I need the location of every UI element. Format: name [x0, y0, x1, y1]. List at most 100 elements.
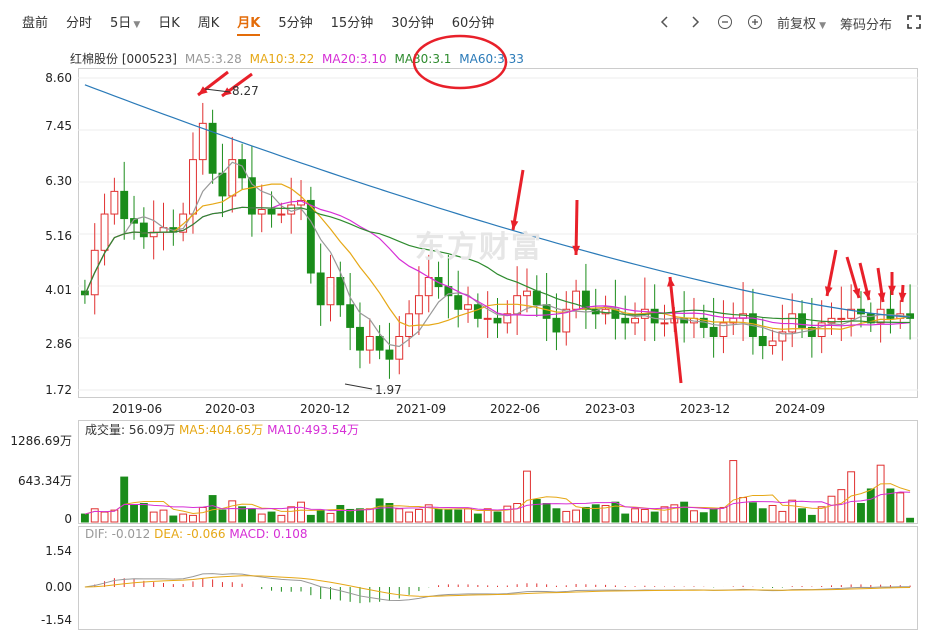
y-tick: 5.16: [45, 229, 72, 243]
volume-bar-down: [444, 509, 453, 523]
candle-up: [424, 277, 433, 297]
y-tick: 8.60: [45, 71, 72, 85]
candle-up: [719, 322, 728, 337]
volume-bar-up: [523, 470, 531, 523]
volume-bar-up: [729, 460, 738, 523]
volume-bar-down: [208, 495, 217, 523]
fuquan-dropdown[interactable]: 前复权 ▼: [777, 15, 826, 36]
macd-legend: DIF: -0.012 DEA: -0.066 MACD: 0.108: [85, 527, 308, 541]
candle-down: [238, 159, 247, 179]
candle-up: [257, 209, 266, 215]
volume-bar-down: [798, 508, 806, 523]
volume-bar-down: [454, 509, 463, 523]
annotation-arrow-head: [888, 285, 896, 295]
y-tick: 6.30: [45, 174, 72, 188]
candle-down: [267, 209, 276, 215]
candle-down: [493, 317, 502, 324]
ma60-line: [84, 84, 911, 318]
volume-bar-up: [297, 501, 305, 523]
candle-up: [572, 290, 581, 310]
volume-ma5-label: MA5:404.65万: [179, 423, 264, 437]
volume-bar-down: [581, 506, 590, 523]
chart-tools: 前复权 ▼ 筹码分布: [643, 14, 922, 37]
candle-up: [503, 313, 512, 324]
volume-bar-down: [218, 509, 227, 523]
tab-5min[interactable]: 5分钟: [278, 16, 313, 31]
volume-bar-down: [699, 512, 708, 523]
volume-bar-down: [886, 488, 895, 523]
volume-bar-up: [277, 514, 286, 523]
candle-down: [650, 308, 659, 324]
ma20-label: MA20:3.10: [322, 52, 387, 66]
zoom-in-button[interactable]: [747, 14, 763, 37]
prev-button[interactable]: [657, 14, 673, 37]
volume-bar-up: [640, 508, 649, 523]
volume-bar-down: [169, 515, 178, 523]
candle-up: [827, 317, 836, 324]
volume-y-tick: 643.34万: [18, 474, 72, 488]
tab-premarket[interactable]: 盘前: [22, 16, 49, 31]
volume-bar-up: [719, 506, 728, 523]
candle-up: [778, 331, 787, 342]
volume-bar-up: [562, 510, 571, 523]
candle-down: [886, 308, 895, 319]
tab-5day-wrap[interactable]: 5日 ▼: [110, 14, 140, 36]
annotation-arrow-head: [863, 290, 871, 300]
annotation-arrow-head: [667, 277, 675, 287]
volume-bar-down: [552, 508, 561, 523]
candle-down: [247, 177, 256, 215]
dif-label: DIF: -0.012: [85, 527, 151, 541]
candle-down: [316, 272, 325, 306]
candle-up: [837, 317, 846, 320]
volume-label: 成交量: 56.09万: [85, 423, 176, 437]
volume-bar-down: [247, 508, 256, 523]
tab-intraday[interactable]: 分时: [66, 16, 93, 31]
volume-bar-down: [434, 508, 443, 523]
zoom-out-button[interactable]: [717, 14, 733, 37]
tab-monthly-k[interactable]: 月K: [237, 14, 261, 36]
macd-label: MACD: 0.108: [229, 527, 308, 541]
candle-up: [876, 308, 885, 324]
next-button[interactable]: [687, 14, 703, 37]
tab-30min[interactable]: 30分钟: [391, 16, 434, 31]
annotation-arrow-head: [572, 245, 581, 255]
volume-bar-down: [532, 499, 541, 523]
volume-bar-up: [90, 508, 99, 523]
volume-bar-down: [748, 502, 757, 523]
volume-bar-down: [80, 513, 89, 523]
tab-60min[interactable]: 60分钟: [451, 16, 495, 31]
volume-panel[interactable]: [78, 420, 918, 524]
candle-up: [483, 317, 492, 320]
period-tabs: 盘前 分时 5日 ▼ 日K 周K 月K 5分钟 15分钟 30分钟 60分钟: [22, 14, 512, 36]
volume-bar-down: [857, 503, 865, 523]
x-tick: 2020-03: [205, 402, 256, 416]
volume-bar-up: [326, 512, 335, 523]
fullscreen-icon: [907, 15, 921, 29]
candle-down: [798, 313, 806, 328]
kline-panel[interactable]: [78, 68, 918, 398]
chevron-right-icon: [692, 16, 700, 28]
x-tick: 2020-12: [300, 402, 351, 416]
volume-bar-down: [139, 503, 148, 523]
chip-distribution-button[interactable]: 筹码分布: [839, 17, 892, 33]
annotation-arrow-head: [852, 288, 861, 298]
volume-bar-up: [149, 511, 158, 523]
candle-up: [110, 190, 119, 215]
volume-bar-down: [906, 517, 915, 523]
watermark-text: 东方财富: [415, 230, 543, 265]
volume-bar-up: [287, 506, 296, 523]
volume-bar-up: [572, 509, 581, 523]
annotation-arrow: [668, 276, 683, 384]
zoom-in-icon: [748, 15, 763, 29]
candle-down: [306, 199, 315, 274]
volume-bar-up: [464, 508, 472, 523]
ma5-label: MA5:3.28: [184, 52, 242, 66]
fullscreen-button[interactable]: [906, 14, 922, 37]
tab-15min[interactable]: 15分钟: [330, 16, 374, 31]
tab-weekly-k[interactable]: 周K: [197, 16, 220, 31]
volume-bar-up: [257, 513, 266, 523]
candle-down: [120, 190, 129, 220]
stock-name-code: 红棉股份 [000523]: [70, 52, 177, 66]
volume-bar-up: [670, 504, 679, 523]
tab-daily-k[interactable]: 日K: [158, 16, 180, 31]
